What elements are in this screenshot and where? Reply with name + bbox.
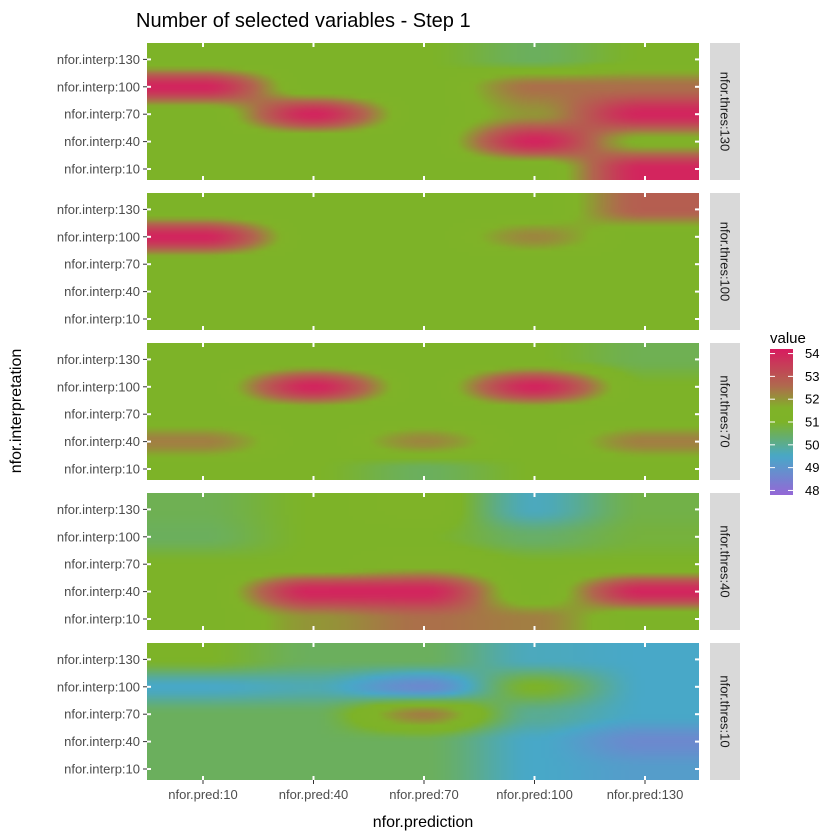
facet-strip-label: nfor.thres:130 <box>718 72 733 152</box>
y-tick-label: nfor.interp:130 <box>57 652 140 667</box>
y-tick-label: nfor.interp:130 <box>57 502 140 517</box>
panel-nfor-thres-10: nfor.interp:10 nfor.interp:40 nfor.interp:… <box>57 643 740 780</box>
panel-nfor-thres-100: nfor.interp:10 nfor.interp:40 nfor.interp:… <box>57 193 740 330</box>
y-tick-label: nfor.interp:130 <box>57 52 140 67</box>
facet-strip <box>710 343 740 480</box>
y-tick-label: nfor.interp:100 <box>57 529 140 544</box>
legend-label: 52 <box>805 392 819 407</box>
y-tick-label: nfor.interp:40 <box>64 734 140 749</box>
heatmap-raster <box>147 493 699 630</box>
y-tick-label: nfor.interp:10 <box>64 462 140 477</box>
y-tick-label: nfor.interp:100 <box>57 679 140 694</box>
legend: value 54 53 52 51 50 49 48 <box>770 330 819 498</box>
heatmap-raster <box>147 43 699 180</box>
y-tick-label: nfor.interp:10 <box>64 762 140 777</box>
y-tick-label: nfor.interp:70 <box>64 557 140 572</box>
heatmap-raster <box>147 343 699 480</box>
y-tick-label: nfor.interp:70 <box>64 707 140 722</box>
facet-strip <box>710 193 740 330</box>
facet-strip-label: nfor.thres:100 <box>718 222 733 302</box>
y-axis-title: nfor.interpretation <box>8 349 25 474</box>
panel-nfor-thres-130: nfor.interp:10 nfor.interp:40 nfor.interp:… <box>57 43 740 180</box>
legend-title: value <box>770 330 806 347</box>
y-tick-label: nfor.interp:40 <box>64 134 140 149</box>
legend-label: 54 <box>805 346 819 361</box>
legend-label: 49 <box>805 460 819 475</box>
facet-strip <box>710 643 740 780</box>
panel-nfor-thres-70: nfor.interp:10 nfor.interp:40 nfor.interp:… <box>57 343 740 480</box>
facet-strip-label: nfor.thres:10 <box>718 675 733 747</box>
legend-label: 50 <box>805 437 819 452</box>
y-tick-label: nfor.interp:40 <box>64 584 140 599</box>
legend-label: 51 <box>805 415 819 430</box>
y-tick-label: nfor.interp:70 <box>64 107 140 122</box>
heatmap-raster <box>147 643 699 780</box>
y-tick-label: nfor.interp:40 <box>64 434 140 449</box>
x-tick-label: nfor.pred:40 <box>279 787 348 802</box>
legend-label: 48 <box>805 483 819 498</box>
x-tick-label: nfor.pred:130 <box>607 787 684 802</box>
facet-strip-label: nfor.thres:70 <box>718 375 733 447</box>
chart-title: Number of selected variables - Step 1 <box>136 10 471 32</box>
facet-strip <box>710 493 740 630</box>
y-tick-label: nfor.interp:100 <box>57 379 140 394</box>
x-axis-title: nfor.prediction <box>373 814 474 831</box>
x-tick-label: nfor.pred:100 <box>496 787 573 802</box>
y-tick-label: nfor.interp:130 <box>57 352 140 367</box>
heatmap-raster <box>147 193 699 330</box>
y-tick-label: nfor.interp:130 <box>57 202 140 217</box>
y-tick-label: nfor.interp:10 <box>64 612 140 627</box>
panel-nfor-thres-40: nfor.interp:10 nfor.interp:40 nfor.interp:… <box>57 493 740 630</box>
legend-ticks: 54 53 52 51 50 49 48 <box>770 346 819 498</box>
y-tick-label: nfor.interp:10 <box>64 162 140 177</box>
legend-colorbar <box>770 349 793 495</box>
y-tick-label: nfor.interp:70 <box>64 407 140 422</box>
y-tick-label: nfor.interp:100 <box>57 229 140 244</box>
y-tick-label: nfor.interp:70 <box>64 257 140 272</box>
legend-label: 53 <box>805 369 819 384</box>
facet-strip-label: nfor.thres:40 <box>718 525 733 597</box>
x-tick-label: nfor.pred:10 <box>168 787 237 802</box>
y-tick-label: nfor.interp:10 <box>64 312 140 327</box>
y-tick-label: nfor.interp:100 <box>57 79 140 94</box>
facet-strip <box>710 43 740 180</box>
x-tick-label: nfor.pred:70 <box>389 787 458 802</box>
y-tick-label: nfor.interp:40 <box>64 284 140 299</box>
x-axis: nfor.pred:10 nfor.pred:40 nfor.pred:70 nfor… <box>168 780 683 802</box>
panels-layer: nfor.interp:10 nfor.interp:40 nfor.interp:… <box>57 43 740 780</box>
